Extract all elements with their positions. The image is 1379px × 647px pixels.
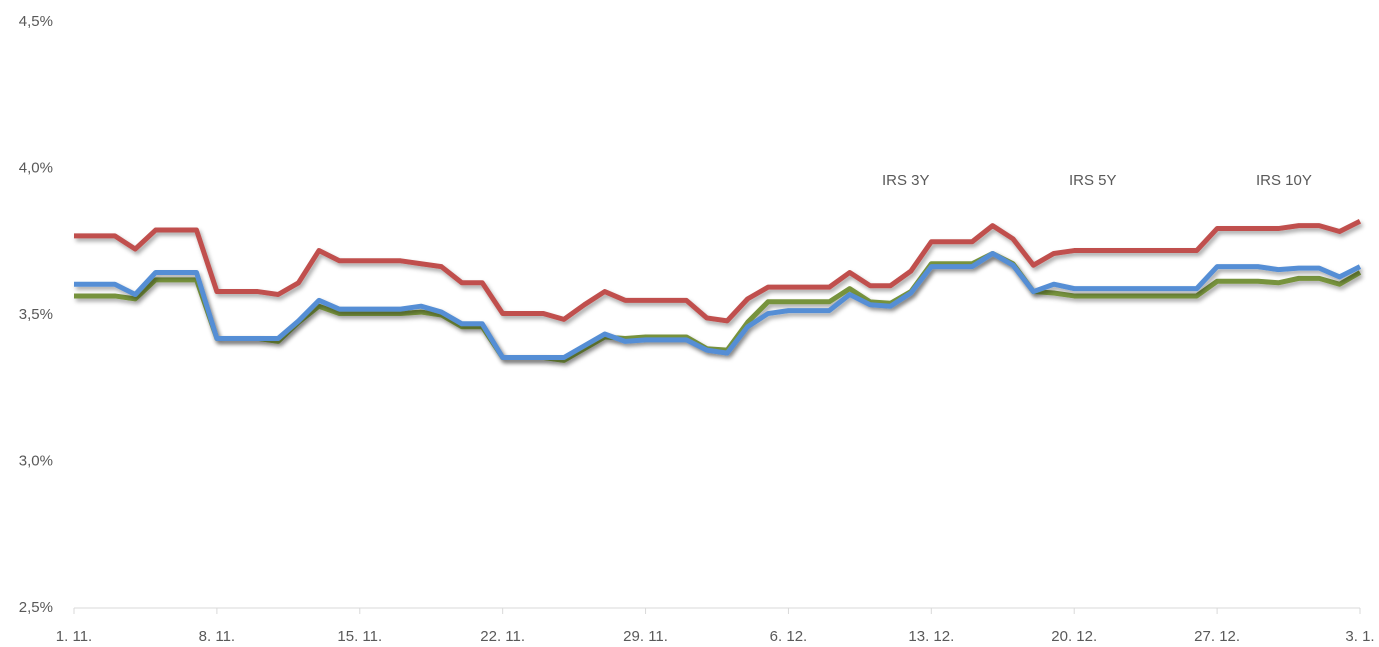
series-line <box>74 219 1362 324</box>
x-tick-label: 6. 12. <box>770 628 808 645</box>
series-line <box>74 250 1362 360</box>
x-tick-label: 22. 11. <box>480 628 525 645</box>
x-tick-label: 20. 12. <box>1051 628 1097 645</box>
y-tick-label: 4,0% <box>19 159 53 176</box>
legend-label: IRS 5Y <box>1069 172 1117 189</box>
x-tick-label: 13. 12. <box>908 628 954 645</box>
x-tick-label: 3. 1. <box>1345 628 1374 645</box>
x-tick-label: 29. 11. <box>623 628 668 645</box>
legend-label: IRS 3Y <box>882 172 930 189</box>
y-tick-label: 3,5% <box>19 306 53 323</box>
legend-label: IRS 10Y <box>1256 172 1312 189</box>
y-tick-label: 2,5% <box>19 599 53 616</box>
x-tick-label: 1. 11. <box>56 628 92 645</box>
x-tick-label: 8. 11. <box>199 628 235 645</box>
y-tick-label: 3,0% <box>19 452 53 469</box>
x-tick-label: 15. 11. <box>337 628 382 645</box>
y-tick-label: 4,5% <box>19 13 53 30</box>
x-tick-label: 27. 12. <box>1194 628 1240 645</box>
series-line <box>74 250 1362 363</box>
